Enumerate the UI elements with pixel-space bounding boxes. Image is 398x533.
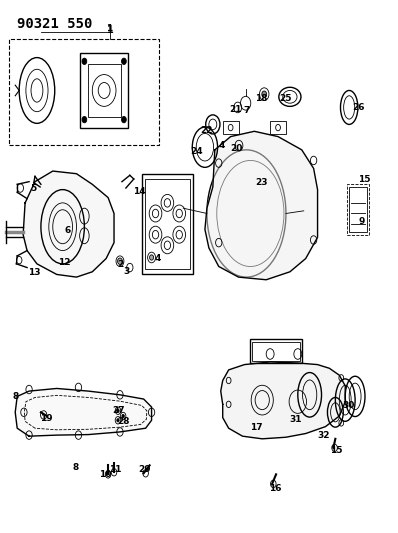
Bar xyxy=(9,38,160,144)
Bar xyxy=(88,64,121,117)
Text: 15: 15 xyxy=(358,174,371,183)
Text: 3: 3 xyxy=(123,268,130,276)
Bar xyxy=(250,339,302,363)
Text: 12: 12 xyxy=(59,259,71,267)
Text: 17: 17 xyxy=(250,423,263,432)
Bar xyxy=(142,174,193,274)
Circle shape xyxy=(150,255,154,260)
Text: 15: 15 xyxy=(330,446,343,455)
Circle shape xyxy=(117,419,119,422)
Bar xyxy=(347,184,369,235)
Text: 26: 26 xyxy=(352,103,365,112)
Text: 22: 22 xyxy=(200,126,213,135)
Text: 1: 1 xyxy=(106,25,112,34)
Text: 16: 16 xyxy=(269,483,281,492)
Polygon shape xyxy=(221,362,345,439)
Polygon shape xyxy=(23,171,114,277)
Text: 18: 18 xyxy=(255,94,268,103)
Text: 27: 27 xyxy=(112,406,125,415)
Text: 10: 10 xyxy=(99,471,111,479)
Text: 32: 32 xyxy=(317,431,330,440)
Bar xyxy=(252,342,300,361)
Polygon shape xyxy=(15,389,152,436)
Circle shape xyxy=(117,409,119,413)
Circle shape xyxy=(121,58,126,64)
Bar xyxy=(270,120,286,134)
Text: 28: 28 xyxy=(117,417,129,426)
Circle shape xyxy=(121,116,126,123)
Text: 21: 21 xyxy=(229,104,242,114)
Text: 6: 6 xyxy=(64,226,71,235)
Text: 1: 1 xyxy=(107,25,113,35)
Text: 8: 8 xyxy=(12,392,18,401)
Bar xyxy=(80,53,128,127)
Bar xyxy=(349,187,367,232)
Text: 7: 7 xyxy=(243,106,250,115)
Text: 20: 20 xyxy=(230,144,243,154)
Text: 24: 24 xyxy=(190,147,203,156)
Polygon shape xyxy=(205,131,318,280)
Circle shape xyxy=(82,58,87,64)
Text: 25: 25 xyxy=(280,94,292,103)
Text: 19: 19 xyxy=(41,414,53,423)
Bar xyxy=(145,179,190,269)
Text: 8: 8 xyxy=(72,464,79,472)
Text: 4: 4 xyxy=(154,254,161,263)
Text: 14: 14 xyxy=(133,187,145,196)
Text: 13: 13 xyxy=(27,268,40,277)
Text: 90321 550: 90321 550 xyxy=(17,17,93,31)
Text: 9: 9 xyxy=(359,217,365,226)
Text: 4: 4 xyxy=(219,141,225,150)
Text: 31: 31 xyxy=(290,415,302,424)
Circle shape xyxy=(117,258,122,264)
Circle shape xyxy=(82,116,87,123)
Text: 11: 11 xyxy=(109,465,121,474)
Circle shape xyxy=(122,415,124,418)
Text: 30: 30 xyxy=(342,401,355,410)
Bar xyxy=(223,120,238,134)
Text: 29: 29 xyxy=(139,465,151,473)
Circle shape xyxy=(262,91,267,98)
Text: 23: 23 xyxy=(255,178,268,187)
Text: 2: 2 xyxy=(117,261,123,269)
Text: 5: 5 xyxy=(30,183,36,192)
